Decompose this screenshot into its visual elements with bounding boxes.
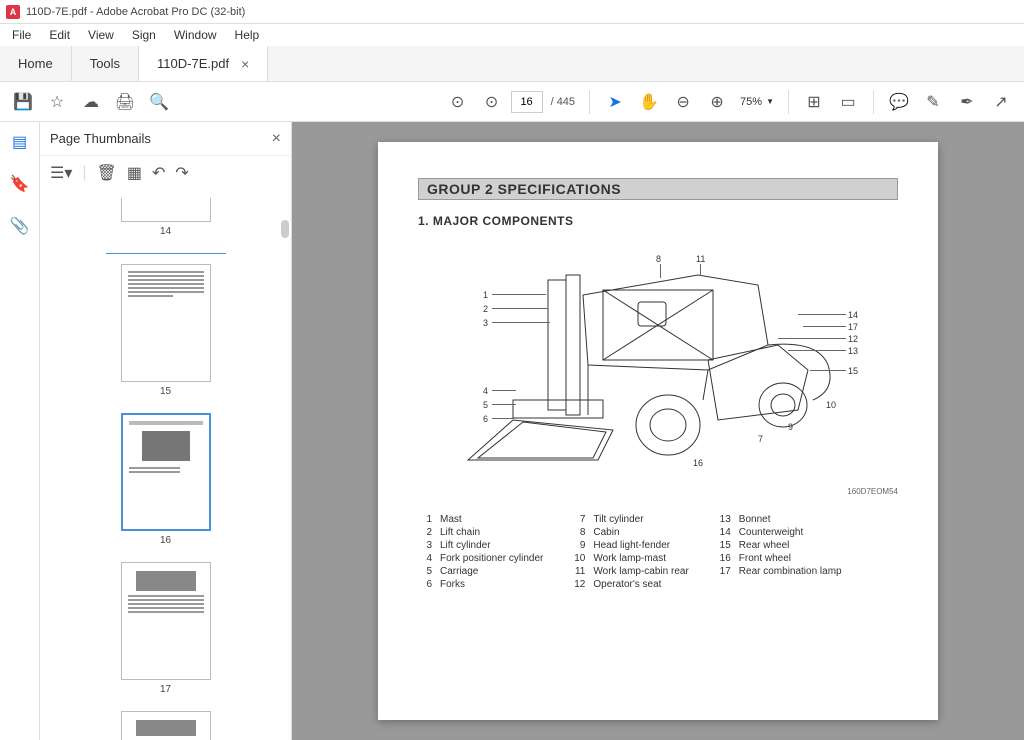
legend-item: 8Cabin: [571, 527, 688, 538]
thumbnail-15[interactable]: 15: [40, 264, 291, 397]
tab-document[interactable]: 110D-7E.pdf ×: [139, 46, 268, 81]
fit-page-icon[interactable]: ▭: [833, 87, 863, 117]
toolbar: 💾 ☆ ☁ 🖨 🔍 ⊙ ⊙ / 445 ➤ ✋ ⊖ ⊕ 75% ▼ ⊞ ▭ 💬 …: [0, 82, 1024, 122]
thumbs-delete-icon[interactable]: 🗑: [97, 163, 117, 183]
page-up-icon[interactable]: ⊙: [443, 87, 473, 117]
tab-document-label: 110D-7E.pdf: [157, 56, 229, 71]
print-icon[interactable]: 🖨: [110, 87, 140, 117]
menu-edit[interactable]: Edit: [41, 26, 78, 44]
thumbs-options-icon[interactable]: ☰▾: [50, 163, 72, 183]
thumbs-rotate-ccw-icon[interactable]: ↶: [152, 163, 165, 183]
tabbar: Home Tools 110D-7E.pdf ×: [0, 46, 1024, 82]
document-viewport[interactable]: GROUP 2 SPECIFICATIONS 1. MAJOR COMPONEN…: [292, 122, 1024, 740]
thumbnails-scrollbar[interactable]: [281, 220, 289, 238]
legend-item: 10Work lamp-mast: [571, 553, 688, 564]
menu-help[interactable]: Help: [227, 26, 268, 44]
zoom-dropdown[interactable]: 75% ▼: [736, 96, 778, 108]
main-area: ▤ 🔖 📎 Page Thumbnails × ☰▾ | 🗑 ▦ ↶ ↷ 14: [0, 122, 1024, 740]
legend-item: 12Operator's seat: [571, 579, 688, 590]
nav-rail: ▤ 🔖 📎: [0, 122, 40, 740]
legend-item: 13Bonnet: [717, 514, 842, 525]
legend-item: 2Lift chain: [418, 527, 543, 538]
legend-item: 14Counterweight: [717, 527, 842, 538]
pdf-page: GROUP 2 SPECIFICATIONS 1. MAJOR COMPONEN…: [378, 142, 938, 720]
star-icon[interactable]: ☆: [42, 87, 72, 117]
menu-file[interactable]: File: [4, 26, 39, 44]
sign-icon[interactable]: ✒: [952, 87, 982, 117]
menubar: File Edit View Sign Window Help: [0, 24, 1024, 46]
fit-width-icon[interactable]: ⊞: [799, 87, 829, 117]
tab-home[interactable]: Home: [0, 46, 72, 81]
thumbs-new-icon[interactable]: ▦: [127, 163, 142, 183]
forklift-diagram: 1 2 3 4 5 6 8 11 14 17 12 13 15 10 9 7 1…: [438, 250, 878, 490]
legend-item: 6Forks: [418, 579, 543, 590]
thumbnails-title: Page Thumbnails: [50, 131, 151, 146]
thumbnails-list[interactable]: 14 15 16: [40, 190, 291, 740]
legend-item: 3Lift cylinder: [418, 540, 543, 551]
page-number-input[interactable]: [511, 91, 543, 113]
menu-view[interactable]: View: [80, 26, 122, 44]
menu-sign[interactable]: Sign: [124, 26, 164, 44]
hand-tool-icon[interactable]: ✋: [634, 87, 664, 117]
legend-item: 5Carriage: [418, 566, 543, 577]
bookmarks-nav-icon[interactable]: 🔖: [8, 172, 32, 196]
highlight-icon[interactable]: ✎: [918, 87, 948, 117]
titlebar: A 110D-7E.pdf - Adobe Acrobat Pro DC (32…: [0, 0, 1024, 24]
thumbnail-16[interactable]: 16: [40, 413, 291, 546]
legend-item: 4Fork positioner cylinder: [418, 553, 543, 564]
comment-icon[interactable]: 💬: [884, 87, 914, 117]
selection-tool-icon[interactable]: ➤: [600, 87, 630, 117]
window-title: 110D-7E.pdf - Adobe Acrobat Pro DC (32-b…: [26, 6, 245, 18]
group-header: GROUP 2 SPECIFICATIONS: [418, 178, 898, 200]
search-icon[interactable]: 🔍: [144, 87, 174, 117]
thumbs-rotate-cw-icon[interactable]: ↷: [175, 163, 188, 183]
thumbnails-tools: ☰▾ | 🗑 ▦ ↶ ↷: [40, 156, 291, 190]
save-icon[interactable]: 💾: [8, 87, 38, 117]
thumbnail-18[interactable]: [40, 711, 291, 740]
zoom-in-icon[interactable]: ⊕: [702, 87, 732, 117]
zoom-out-icon[interactable]: ⊖: [668, 87, 698, 117]
thumbnails-close-icon[interactable]: ×: [272, 130, 281, 148]
legend-item: 17Rear combination lamp: [717, 566, 842, 577]
section-title: 1. MAJOR COMPONENTS: [418, 214, 898, 228]
thumbnail-14[interactable]: 14: [40, 198, 291, 237]
app-icon: A: [6, 5, 20, 19]
attachments-nav-icon[interactable]: 📎: [8, 214, 32, 238]
legend-item: 1Mast: [418, 514, 543, 525]
components-legend: 1Mast 2Lift chain 3Lift cylinder 4Fork posi…: [418, 514, 898, 590]
cloud-upload-icon[interactable]: ☁: [76, 87, 106, 117]
share-icon[interactable]: ↗: [986, 87, 1016, 117]
figure-code: 160D7EOM54: [847, 487, 898, 496]
legend-item: 7Tilt cylinder: [571, 514, 688, 525]
legend-item: 9Head light-fender: [571, 540, 688, 551]
legend-item: 11Work lamp-cabin rear: [571, 566, 688, 577]
page-total-label: / 445: [547, 96, 579, 108]
legend-item: 16Front wheel: [717, 553, 842, 564]
tab-tools[interactable]: Tools: [72, 46, 139, 81]
menu-window[interactable]: Window: [166, 26, 225, 44]
tab-close-icon[interactable]: ×: [241, 56, 249, 72]
thumbnails-panel: Page Thumbnails × ☰▾ | 🗑 ▦ ↶ ↷ 14: [40, 122, 292, 740]
thumbnails-nav-icon[interactable]: ▤: [8, 130, 32, 154]
page-down-icon[interactable]: ⊙: [477, 87, 507, 117]
thumbnail-17[interactable]: 17: [40, 562, 291, 695]
legend-item: 15Rear wheel: [717, 540, 842, 551]
